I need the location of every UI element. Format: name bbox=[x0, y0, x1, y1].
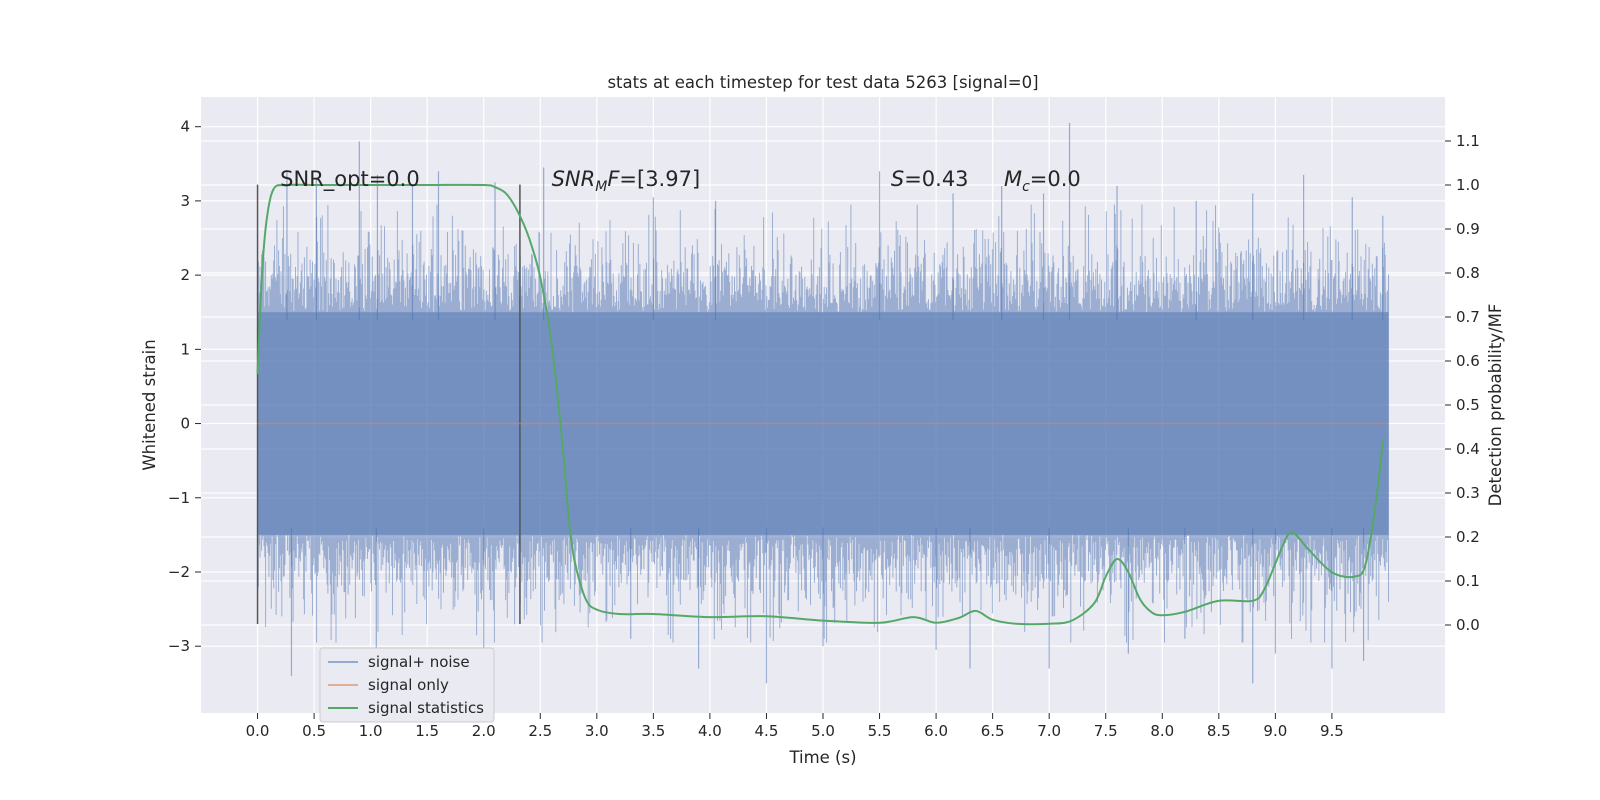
y-tick-label: −3 bbox=[168, 637, 190, 655]
x-tick-label: 8.0 bbox=[1150, 722, 1174, 740]
vertical-markers bbox=[256, 184, 521, 624]
x-tick-label: 9.5 bbox=[1320, 722, 1344, 740]
x-tick-label: 9.0 bbox=[1263, 722, 1287, 740]
y2-tick-label: 0.8 bbox=[1456, 264, 1480, 282]
y2-tick-label: 0.6 bbox=[1456, 352, 1480, 370]
legend-label-signal-only: signal only bbox=[368, 676, 449, 694]
y2-tick-label: 1.1 bbox=[1456, 132, 1480, 150]
annotation-1: SNRMF=[3.97] bbox=[552, 167, 701, 195]
annotation-3: Mc=0.0 bbox=[1004, 167, 1081, 195]
y-tick-label: 1 bbox=[180, 340, 190, 358]
y-axis-label: Whitened strain bbox=[140, 339, 159, 470]
x-tick-label: 0.5 bbox=[302, 722, 326, 740]
noise-spikes-layer bbox=[257, 122, 1389, 684]
x-tick-label: 2.5 bbox=[528, 722, 552, 740]
x-tick-label: 1.5 bbox=[415, 722, 439, 740]
x-tick-label: 7.0 bbox=[1037, 722, 1061, 740]
annotations: SNR_opt=0.0 SNRMF=[3.97] S=0.43 Mc=0.0 bbox=[280, 167, 1081, 195]
y-tick-label: 3 bbox=[180, 192, 190, 210]
signal-statistics-line bbox=[256, 183, 1384, 626]
x-axis-label: Time (s) bbox=[788, 748, 856, 767]
x-tick-label: 7.5 bbox=[1094, 722, 1118, 740]
legend: signal+ noise signal only signal statist… bbox=[319, 647, 495, 723]
x-tick-label: 4.0 bbox=[698, 722, 722, 740]
x-tick-label: 8.5 bbox=[1207, 722, 1231, 740]
x-tick-label: 3.0 bbox=[585, 722, 609, 740]
x-tick-label: 1.0 bbox=[359, 722, 383, 740]
x-tick-label: 3.5 bbox=[641, 722, 665, 740]
y2-tick-label: 0.2 bbox=[1456, 528, 1480, 546]
y2-axis-label: Detection probability/MF bbox=[1486, 304, 1505, 507]
chart-title: stats at each timestep for test data 526… bbox=[607, 73, 1038, 92]
y2-axis-ticks: 0.0 0.1 0.2 0.3 0.4 0.5 0.6 0.7 0.8 0.9 1.0 1.1 bbox=[1445, 132, 1480, 634]
y2-tick-label: 0.4 bbox=[1456, 440, 1480, 458]
x-tick-label: 5.5 bbox=[868, 722, 892, 740]
legend-label-signal-noise: signal+ noise bbox=[368, 653, 470, 671]
annotation-2: S=0.43 bbox=[891, 167, 969, 191]
x-tick-label: 2.0 bbox=[472, 722, 496, 740]
x-tick-label: 6.5 bbox=[981, 722, 1005, 740]
legend-box bbox=[319, 647, 495, 723]
x-tick-label: 6.0 bbox=[924, 722, 948, 740]
x-tick-label: 5.0 bbox=[811, 722, 835, 740]
x-tick-label: 0.0 bbox=[246, 722, 270, 740]
series-lines bbox=[256, 183, 1389, 626]
y2-tick-label: 1.0 bbox=[1456, 176, 1480, 194]
y-tick-label: −2 bbox=[168, 563, 190, 581]
x-tick-label: 4.5 bbox=[755, 722, 779, 740]
y2-tick-label: 0.9 bbox=[1456, 220, 1480, 238]
legend-label-signal-statistics: signal statistics bbox=[368, 699, 484, 717]
y2-tick-label: 0.3 bbox=[1456, 484, 1480, 502]
y-tick-label: 4 bbox=[180, 118, 190, 136]
x-axis-ticks: 0.0 0.5 1.0 1.5 2.0 2.5 3.0 3.5 4.0 4.5 5.0 5.5 6.0 6… bbox=[246, 713, 1344, 740]
y2-tick-label: 0.5 bbox=[1456, 396, 1480, 414]
y-tick-label: 2 bbox=[180, 266, 190, 284]
y2-tick-label: 0.0 bbox=[1456, 616, 1480, 634]
y-tick-label: 0 bbox=[180, 415, 190, 433]
y-axis-ticks: −3 −2 −1 0 1 2 3 4 bbox=[168, 118, 201, 655]
y2-tick-label: 0.1 bbox=[1456, 572, 1480, 590]
y2-tick-label: 0.7 bbox=[1456, 308, 1480, 326]
annotation-0: SNR_opt=0.0 bbox=[280, 167, 420, 192]
y-tick-label: −1 bbox=[168, 489, 190, 507]
